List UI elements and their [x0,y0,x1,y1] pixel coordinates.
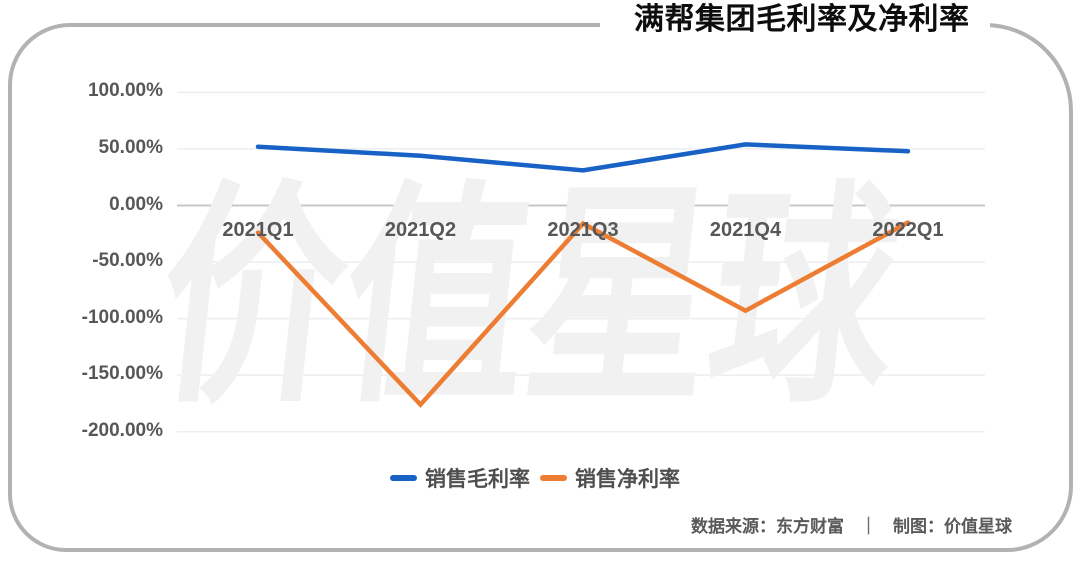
chart-title: 满帮集团毛利率及净利率 [600,0,990,44]
x-category-label: 2022Q1 [872,219,944,241]
x-category-label: 2021Q4 [709,219,782,241]
legend-item-net-margin: 销售净利率 [540,463,690,493]
legend-label-gross-margin: 销售毛利率 [425,468,530,491]
chart-credit-text: 制图：价值星球 [893,517,1012,536]
legend-swatch-gross-margin [390,475,417,481]
footer: 数据来源：东方财富 ｜ 制图：价值星球 [0,512,1012,537]
legend-item-gross-margin: 销售毛利率 [390,463,540,493]
net-margin-line [255,220,911,408]
x-category-label: 2021Q3 [547,219,619,241]
card-border [8,23,1073,552]
y-tick-label: -100.00% [81,306,163,328]
footer-separator: ｜ [860,517,877,536]
legend-swatch-net-margin [540,475,567,481]
y-tick-label: 100.00% [87,80,163,102]
legend: 销售毛利率 销售净利率 [0,463,1080,493]
gross-margin-line [255,142,911,173]
data-source-text: 数据来源：东方财富 [691,517,844,536]
y-tick-label: -150.00% [81,363,163,385]
y-tick-label: -200.00% [81,419,163,441]
x-category-label: 2021Q2 [384,219,457,241]
x-category-label: 2021Q1 [222,219,294,241]
y-tick-label: 0.00% [109,193,163,215]
legend-label-net-margin: 销售净利率 [575,468,680,491]
y-tick-label: 50.00% [98,136,163,158]
y-tick-label: -50.00% [92,250,163,272]
